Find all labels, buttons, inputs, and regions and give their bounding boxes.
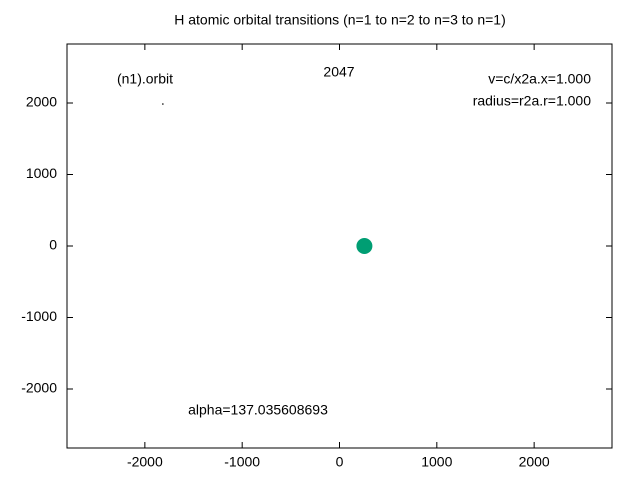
x-tick-label: 2000: [519, 454, 550, 470]
y-tick-label: -1000: [21, 308, 57, 324]
data-point: [356, 238, 373, 254]
x-tick-label: 1000: [421, 454, 452, 470]
annotation: (n1).orbit: [117, 71, 173, 87]
data-point: [162, 103, 164, 105]
y-tick-label: 0: [49, 237, 57, 253]
x-tick-label: -1000: [224, 454, 260, 470]
y-tick-label: 1000: [26, 165, 57, 181]
y-tick-label: 2000: [26, 94, 57, 110]
annotation: radius=r2a.r=1.000: [473, 93, 592, 109]
annotation: alpha=137.035608693: [188, 402, 328, 418]
x-tick-label: -2000: [127, 454, 163, 470]
annotation: 2047: [323, 64, 354, 80]
chart-title: H atomic orbital transitions (n=1 to n=2…: [174, 12, 506, 28]
annotation: v=c/x2a.x=1.000: [488, 71, 591, 87]
y-tick-label: -2000: [21, 380, 57, 396]
x-tick-label: 0: [336, 454, 344, 470]
